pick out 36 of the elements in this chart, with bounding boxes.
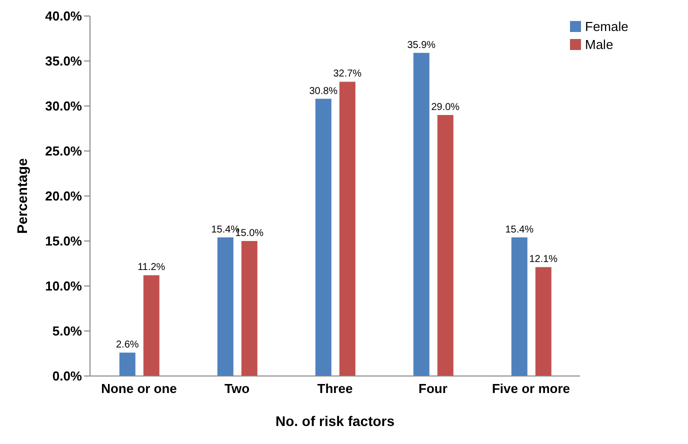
x-tick-label: Three — [317, 381, 353, 396]
data-label: 11.2% — [138, 262, 166, 274]
y-tick-label: 15.0% — [45, 234, 82, 249]
data-label: 15.4% — [505, 224, 534, 236]
bar — [143, 275, 160, 376]
bar — [437, 115, 454, 376]
bar — [511, 237, 528, 376]
y-axis-title: Percentage — [14, 158, 30, 234]
bar — [119, 352, 136, 376]
bar — [315, 98, 332, 376]
y-tick-label: 25.0% — [45, 144, 82, 159]
x-tick-label: None or one — [101, 381, 177, 396]
x-axis-title: No. of risk factors — [275, 413, 395, 429]
bar — [339, 82, 356, 376]
data-label: 12.1% — [529, 254, 558, 266]
x-tick-label: Four — [418, 381, 448, 396]
y-tick-label: 10.0% — [45, 278, 82, 294]
y-tick-label: 0.0% — [52, 368, 82, 384]
data-label: 29.0% — [431, 102, 460, 113]
bar — [413, 52, 430, 376]
bar — [535, 267, 552, 376]
legend-label: Male — [585, 37, 614, 52]
data-label: 30.8% — [309, 86, 338, 97]
x-tick-label: Five or more — [492, 381, 570, 396]
bar — [217, 237, 234, 376]
y-tick-label: 5.0% — [52, 324, 82, 339]
data-label: 32.7% — [333, 68, 362, 80]
bar — [241, 241, 258, 376]
data-label: 35.9% — [407, 40, 436, 51]
data-label: 2.6% — [116, 340, 139, 351]
x-tick-label: Two — [224, 381, 250, 396]
y-tick-label: 35.0% — [45, 54, 82, 69]
legend-label: Female — [585, 19, 628, 34]
y-tick-label: 20.0% — [45, 188, 82, 204]
y-tick-label: 40.0% — [45, 8, 82, 24]
y-tick-label: 30.0% — [45, 98, 82, 114]
